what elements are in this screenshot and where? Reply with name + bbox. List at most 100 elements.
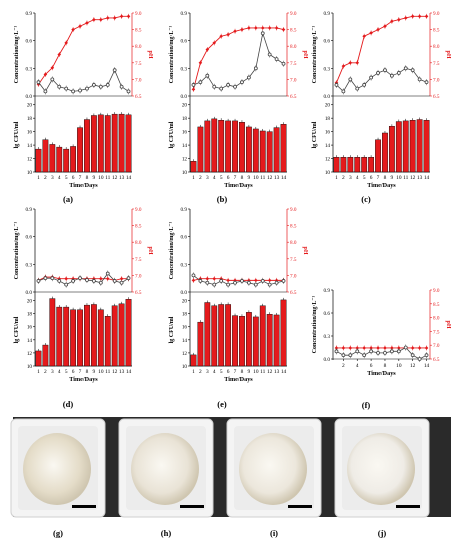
conc-point xyxy=(119,84,124,89)
ph-point xyxy=(50,65,55,70)
ph-point xyxy=(274,26,279,30)
conc-point xyxy=(253,66,258,71)
scale-bar xyxy=(396,505,420,508)
ph-tick-label: 6.5 xyxy=(290,94,297,100)
conc-point xyxy=(50,276,55,281)
x-tick-label: 11 xyxy=(105,369,110,375)
conc-point xyxy=(417,357,422,361)
ph-point xyxy=(254,26,258,30)
conc-point xyxy=(341,89,346,94)
x-tick-label: 14 xyxy=(281,175,287,181)
cfu-tick-label: 20 xyxy=(27,103,33,109)
photo-panel-1: (g) xyxy=(10,418,106,538)
cfu-bar xyxy=(232,315,238,367)
cfu-bar xyxy=(204,120,211,173)
x-tick-label: 5 xyxy=(220,369,223,375)
ph-tick-label: 6.5 xyxy=(135,94,142,100)
conc-tick-label: 0.0 xyxy=(324,357,331,363)
cfu-bar xyxy=(104,115,111,173)
cfu-tick-label: 18 xyxy=(182,116,188,122)
x-tick-label: 6 xyxy=(72,175,75,181)
photo-label: (h) xyxy=(161,528,172,538)
ph-tick-label: 9.0 xyxy=(433,288,440,294)
panel-label: (e) xyxy=(217,399,227,409)
ph-point xyxy=(64,41,68,45)
ph-point xyxy=(119,14,124,19)
conc-point xyxy=(348,353,353,358)
ph-tick-label: 6.5 xyxy=(433,357,440,363)
conc-tick-label: 0.6 xyxy=(181,39,188,45)
x-axis-title: Time/Days xyxy=(69,376,98,383)
cfu-axis-title: lg CFU/ml xyxy=(14,316,20,343)
cfu-bar xyxy=(197,321,204,367)
conc-point xyxy=(246,280,251,285)
ph-tick-label: 7.5 xyxy=(433,61,440,67)
conc-tick-label: 0.9 xyxy=(181,11,188,17)
cfu-bar xyxy=(97,309,104,367)
cfu-bar xyxy=(259,130,266,173)
x-tick-label: 10 xyxy=(396,175,402,181)
ph-tick-label: 9.0 xyxy=(290,207,297,213)
ph-tick-label: 6.5 xyxy=(290,290,297,296)
scale-bar xyxy=(180,505,204,508)
conc-point xyxy=(334,83,339,87)
x-tick-label: 8 xyxy=(384,363,387,369)
conc-point xyxy=(410,353,415,358)
cfu-tick-label: 14 xyxy=(182,338,188,344)
conc-tick-label: 0.3 xyxy=(26,262,33,268)
cfu-bar xyxy=(266,131,273,173)
ph-tick-label: 8.0 xyxy=(433,44,440,50)
cfu-bar xyxy=(90,304,97,367)
ph-series-line xyxy=(336,15,427,83)
x-tick-label: 2 xyxy=(342,363,345,369)
x-tick-label: 10 xyxy=(98,175,104,181)
x-tick-label: 7 xyxy=(234,175,237,181)
conc-point xyxy=(78,276,82,281)
x-tick-label: 12 xyxy=(267,369,273,375)
ph-tick-label: 9.0 xyxy=(135,207,142,213)
conc-point xyxy=(50,77,55,82)
conc-tick-label: 0.6 xyxy=(181,235,188,241)
cfu-tick-label: 20 xyxy=(182,103,188,109)
panel-label: (f) xyxy=(362,400,371,410)
x-tick-label: 8 xyxy=(86,175,89,181)
conc-tick-label: 0.6 xyxy=(26,39,33,45)
x-tick-label: 9 xyxy=(93,369,96,375)
ph-point xyxy=(424,346,429,350)
cfu-bar xyxy=(409,119,416,173)
panel-label: (d) xyxy=(63,399,74,409)
x-tick-label: 10 xyxy=(396,363,402,369)
x-tick-label: 11 xyxy=(403,175,408,181)
conc-point xyxy=(233,84,237,89)
conc-point xyxy=(240,80,244,85)
conc-point xyxy=(376,71,380,75)
x-tick-label: 3 xyxy=(51,369,54,375)
ph-point xyxy=(417,346,422,350)
ph-point xyxy=(212,41,217,45)
ph-tick-label: 9.0 xyxy=(290,11,297,17)
conc-point xyxy=(78,88,82,93)
x-tick-label: 5 xyxy=(65,369,68,375)
conc-point xyxy=(260,31,265,36)
conc-axis-title: Concentration/mg·L⁻¹ xyxy=(169,25,175,83)
x-tick-label: 2 xyxy=(44,175,47,181)
conc-point xyxy=(246,75,251,80)
conc-point xyxy=(126,89,131,94)
scale-bar xyxy=(288,505,312,508)
ph-point xyxy=(191,87,196,92)
conc-tick-label: 0.9 xyxy=(324,288,331,294)
x-tick-label: 7 xyxy=(377,175,380,181)
conc-point xyxy=(417,77,422,82)
cfu-tick-label: 18 xyxy=(27,312,33,318)
conc-point xyxy=(334,349,339,354)
ph-point xyxy=(376,346,380,350)
x-tick-label: 12 xyxy=(410,363,416,369)
conc-point xyxy=(191,273,196,278)
cfu-bar xyxy=(56,306,63,367)
conc-point xyxy=(281,279,286,283)
conc-point xyxy=(57,279,62,283)
conc-point xyxy=(376,350,380,355)
conc-point xyxy=(355,86,360,91)
x-tick-label: 6 xyxy=(370,175,373,181)
cfu-tick-label: 16 xyxy=(27,130,33,136)
